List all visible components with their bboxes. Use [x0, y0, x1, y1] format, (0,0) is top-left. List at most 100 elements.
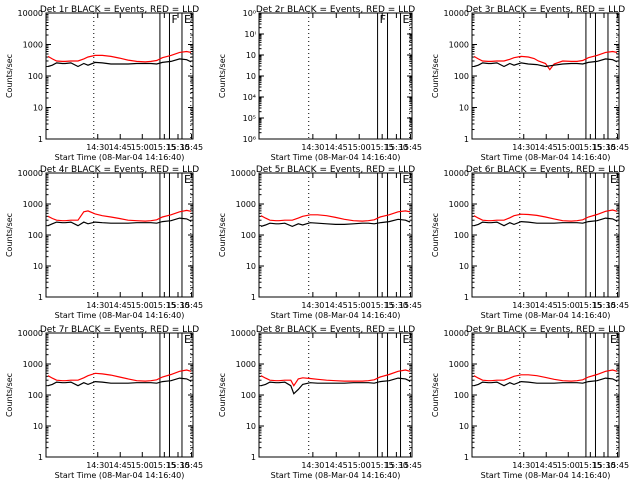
y-tick-label: 1 [38, 453, 43, 462]
plot-frame [46, 13, 193, 139]
x-tick-label: 14:45 [325, 143, 348, 152]
x-tick-label: 15:00 [557, 143, 580, 152]
x-tick-label: 15:00 [348, 301, 371, 310]
x-axis-title: Start Time (08-Mar-04 14:16:40) [271, 311, 401, 320]
panel-det-8: Det 8r BLACK = Events, RED = LLD 1 10 100 10… [218, 325, 422, 480]
y-tick-label: 100 [454, 72, 469, 81]
x-tick-label: 15:45 [399, 301, 422, 310]
y-axis-title: Counts/sec [431, 213, 440, 257]
x-tick-label: 14:30 [301, 461, 324, 470]
y-tick-label: 100 [454, 231, 469, 240]
y-tick-label: 10 [459, 104, 469, 113]
marker-label: E [184, 173, 191, 186]
panel-det-6: Det 6r BLACK = Events, RED = LLD 1 10 100 10… [431, 165, 629, 320]
y-tick-label: 1 [251, 293, 256, 302]
x-tick-label: 15:45 [180, 143, 203, 152]
x-tick-label: 14:30 [86, 461, 109, 470]
x-tick-label: 14:45 [109, 461, 132, 470]
x-tick-label: 15:45 [180, 301, 203, 310]
x-tick-label: 15:45 [180, 461, 203, 470]
plot-frame [46, 173, 193, 297]
y-tick-label: 1000 [23, 41, 43, 50]
y-tick-label: 1 [464, 293, 469, 302]
x-tick-label: 15:45 [606, 143, 629, 152]
x-tick-label: 14:30 [512, 461, 535, 470]
y-tick-label: 100 [454, 391, 469, 400]
y-tick-label: 10000 [231, 169, 256, 178]
x-tick-label: 14:30 [301, 301, 324, 310]
x-tick-label: 14:45 [109, 143, 132, 152]
x-tick-label: 15:00 [348, 143, 371, 152]
y-tick-label: 1 [38, 135, 43, 144]
y-tick-label: 10 [33, 262, 43, 271]
marker-label: E [403, 333, 410, 346]
y-tick-label: 10⁵ [243, 114, 256, 123]
x-axis-title: Start Time (08-Mar-04 14:16:40) [55, 471, 185, 480]
y-tick-label: 10 [459, 262, 469, 271]
plot-frame [259, 333, 412, 457]
x-tick-label: 15:00 [131, 301, 154, 310]
y-tick-label: 10 [459, 422, 469, 431]
marker-label: F [171, 13, 177, 26]
y-tick-label: 1000 [449, 360, 469, 369]
y-tick-label: 10000 [18, 9, 43, 18]
y-tick-label: 10000 [444, 9, 469, 18]
y-tick-label: 1000 [449, 200, 469, 209]
y-axis-title: Counts/sec [5, 373, 14, 417]
y-tick-label: 100 [28, 231, 43, 240]
plot-frame [259, 173, 412, 297]
y-tick-label: 10000 [231, 329, 256, 338]
x-axis-title: Start Time (08-Mar-04 14:16:40) [271, 153, 401, 162]
marker-label: E [610, 333, 617, 346]
plot-frame [259, 13, 412, 139]
x-tick-label: 14:30 [301, 143, 324, 152]
x-axis-title: Start Time (08-Mar-04 14:16:40) [481, 311, 611, 320]
y-axis-title: Counts/sec [218, 54, 227, 98]
y-tick-label: 10⁰ [243, 9, 256, 18]
x-tick-label: 15:45 [606, 461, 629, 470]
plot-frame [472, 13, 619, 139]
x-tick-label: 15:00 [557, 461, 580, 470]
x-tick-label: 14:45 [109, 301, 132, 310]
x-axis-title: Start Time (08-Mar-04 14:16:40) [55, 311, 185, 320]
x-tick-label: 14:45 [325, 461, 348, 470]
y-tick-label: 100 [241, 231, 256, 240]
y-tick-label: 10⁴ [243, 93, 256, 102]
x-axis-title: Start Time (08-Mar-04 14:16:40) [481, 471, 611, 480]
y-axis-title: Counts/sec [431, 373, 440, 417]
x-tick-label: 14:30 [512, 143, 535, 152]
marker-label: E [184, 13, 191, 26]
y-tick-label: 10000 [18, 329, 43, 338]
panel-det-1: Det 1r BLACK = Events, RED = LLD11010010… [5, 5, 203, 162]
x-tick-label: 14:30 [86, 143, 109, 152]
y-axis-title: Counts/sec [218, 213, 227, 257]
y-tick-label: 1000 [449, 41, 469, 50]
y-tick-label: 1000 [23, 200, 43, 209]
x-tick-label: 15:00 [131, 143, 154, 152]
x-tick-label: 15:45 [606, 301, 629, 310]
y-tick-label: 10000 [444, 329, 469, 338]
x-tick-label: 15:45 [399, 143, 422, 152]
marker-label: F [380, 13, 386, 26]
x-tick-label: 14:30 [86, 301, 109, 310]
y-tick-label: 100 [28, 391, 43, 400]
marker-label: E [403, 13, 410, 26]
y-tick-label: 10000 [444, 169, 469, 178]
y-tick-label: 1000 [236, 360, 256, 369]
y-tick-label: 1 [251, 453, 256, 462]
x-tick-label: 15:45 [399, 461, 422, 470]
y-tick-label: 10⁳ [246, 72, 256, 81]
x-axis-title: Start Time (08-Mar-04 14:16:40) [481, 153, 611, 162]
y-tick-label: 1 [38, 293, 43, 302]
y-tick-label: 10ⁱ [244, 30, 256, 39]
y-tick-label: 10 [33, 422, 43, 431]
marker-label: E [403, 173, 410, 186]
panel-det-3: Det 3r BLACK = Events, RED = LLD 1 10 100 10… [431, 5, 629, 162]
panel-det-2: Det 2r BLACK = Events, RED = LLD10⁶10⁵10… [218, 5, 422, 162]
y-tick-label: 10 [246, 422, 256, 431]
y-tick-label: 100 [28, 72, 43, 81]
y-axis-title: Counts/sec [431, 54, 440, 98]
y-axis-title: Counts/sec [5, 54, 14, 98]
y-tick-label: 1 [464, 453, 469, 462]
